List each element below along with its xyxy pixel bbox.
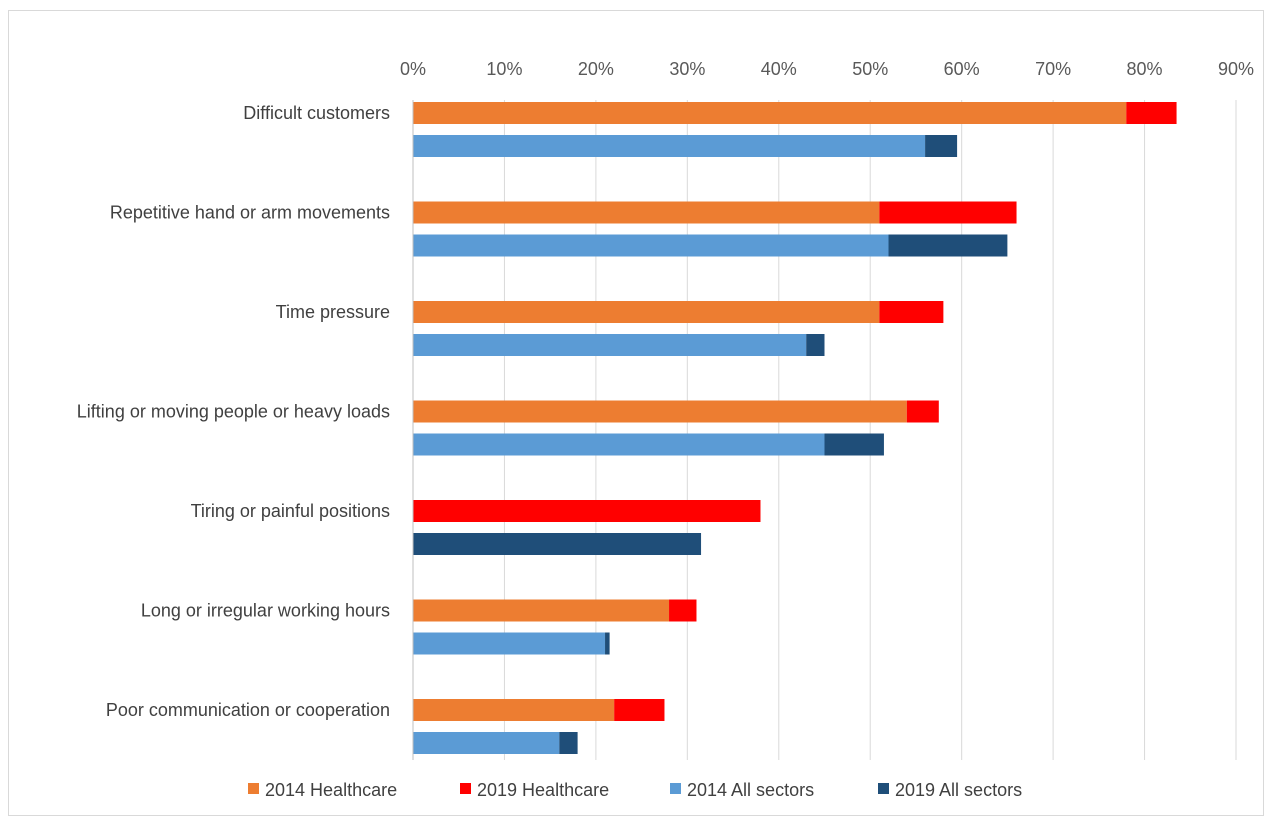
x-tick-label: 80% <box>1127 59 1163 79</box>
bar-segment <box>413 533 702 555</box>
bar-segment <box>413 632 606 655</box>
legend-label: 2014 All sectors <box>687 780 814 800</box>
bar-segment <box>806 334 825 356</box>
category-label: Repetitive hand or arm movements <box>110 203 390 223</box>
category-label: Time pressure <box>276 302 390 322</box>
bar-segment <box>413 599 670 622</box>
bar-segment <box>1126 102 1177 124</box>
bar-segment <box>413 102 1127 124</box>
category-label: Long or irregular working hours <box>141 601 390 621</box>
bar-segment <box>413 234 889 257</box>
bar-segment <box>906 400 939 423</box>
x-tick-label: 20% <box>578 59 614 79</box>
bar-segment <box>605 632 610 655</box>
bar-segment <box>879 301 944 323</box>
bar-segment <box>925 135 958 157</box>
bar-segment <box>413 135 926 157</box>
legend-label: 2019 All sectors <box>895 780 1022 800</box>
x-tick-label: 10% <box>486 59 522 79</box>
x-tick-label: 70% <box>1035 59 1071 79</box>
x-tick-label: 50% <box>852 59 888 79</box>
x-tick-label: 0% <box>400 59 426 79</box>
bar-segment <box>669 599 697 622</box>
x-tick-label: 30% <box>669 59 705 79</box>
category-label: Poor communication or cooperation <box>106 700 390 720</box>
legend-swatch <box>878 783 889 794</box>
category-label: Tiring or painful positions <box>191 501 390 521</box>
bar-segment <box>413 201 880 224</box>
x-axis-ticks: 0% 10% 20% 30% 40% 50% 60% 70% 80% 90% <box>400 59 1254 79</box>
x-tick-label: 90% <box>1218 59 1254 79</box>
x-tick-label: 60% <box>944 59 980 79</box>
bar-segment <box>614 699 665 721</box>
category-label: Lifting or moving people or heavy loads <box>77 402 390 422</box>
legend-swatch <box>670 783 681 794</box>
bar-segment <box>413 301 880 323</box>
bar-segment <box>413 400 907 423</box>
gridlines <box>503 100 1237 760</box>
legend-swatch <box>460 783 471 794</box>
x-tick-label: 40% <box>761 59 797 79</box>
bar-segment <box>413 699 615 721</box>
bar-segment <box>413 500 761 522</box>
bars <box>413 102 1177 754</box>
legend: 2014 Healthcare 2019 Healthcare 2014 All s… <box>248 780 1022 800</box>
legend-label: 2019 Healthcare <box>477 780 609 800</box>
category-labels: Difficult customers Repetitive hand or ar… <box>77 103 390 720</box>
legend-swatch <box>248 783 259 794</box>
category-label: Difficult customers <box>243 103 390 123</box>
bar-segment <box>879 201 1017 224</box>
bar-segment <box>413 334 807 356</box>
bar-segment <box>824 433 884 456</box>
bar-segment <box>888 234 1008 257</box>
bar-segment <box>559 732 578 754</box>
bar-segment <box>413 732 560 754</box>
bar-segment <box>413 433 825 456</box>
legend-label: 2014 Healthcare <box>265 780 397 800</box>
